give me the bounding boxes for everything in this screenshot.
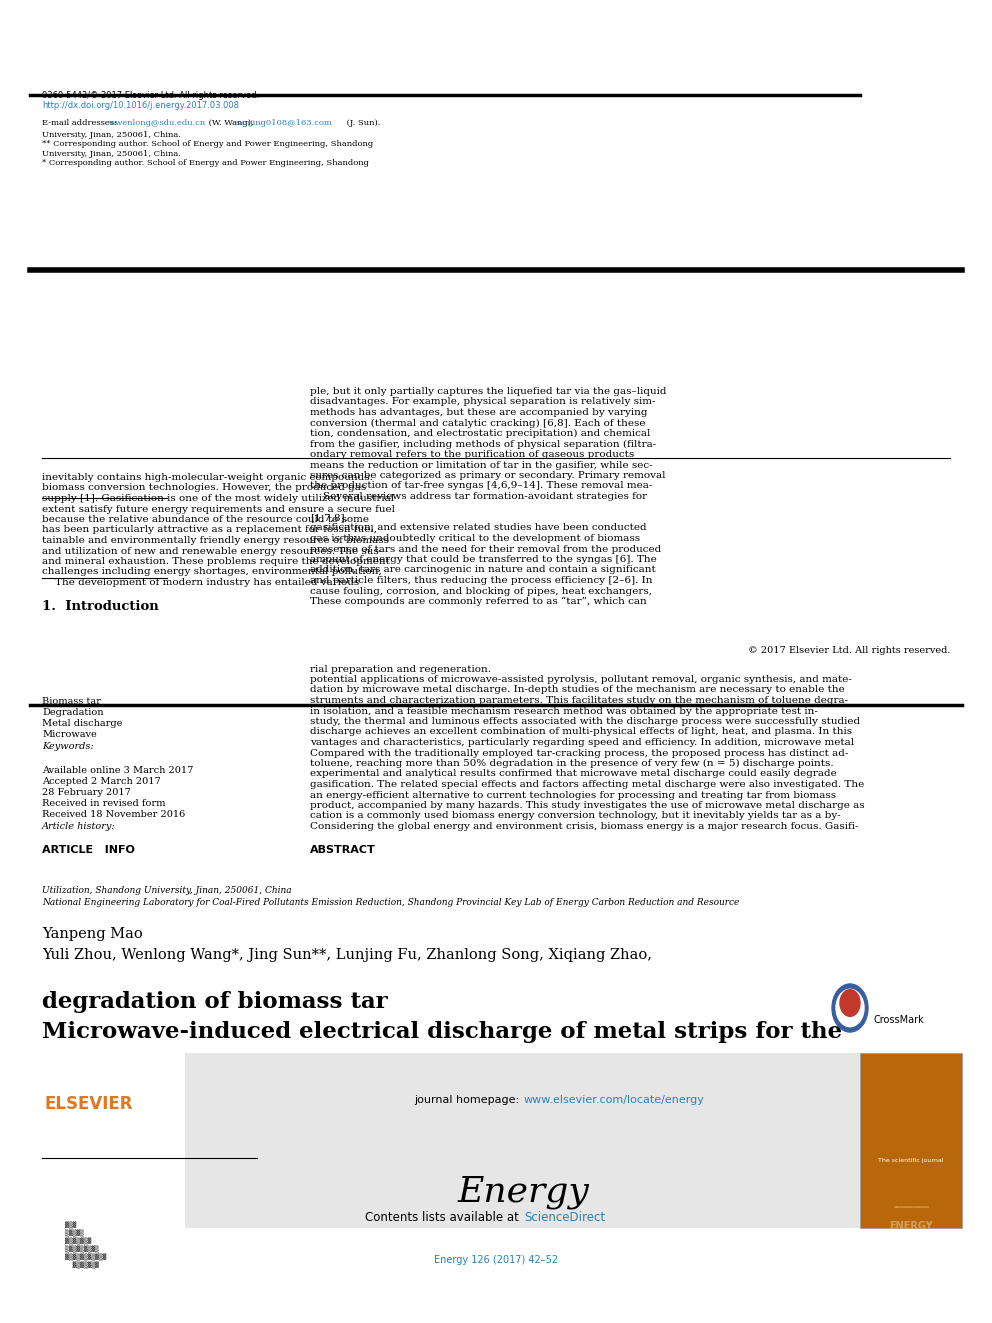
Text: presence of tars and the need for their removal from the produced: presence of tars and the need for their …: [310, 545, 662, 553]
Text: gasification, and extensive related studies have been conducted: gasification, and extensive related stud…: [310, 524, 647, 532]
Text: vantages and characteristics, particularly regarding speed and efficiency. In ad: vantages and characteristics, particular…: [310, 738, 854, 747]
Text: 28 February 2017: 28 February 2017: [42, 789, 131, 796]
Text: and utilization of new and renewable energy resources. The sus-: and utilization of new and renewable ene…: [42, 546, 382, 556]
Text: supply [1]. Gasification is one of the most widely utilized industrial: supply [1]. Gasification is one of the m…: [42, 493, 394, 503]
Circle shape: [836, 990, 864, 1027]
Text: www.elsevier.com/locate/energy: www.elsevier.com/locate/energy: [524, 1095, 705, 1105]
Text: and particle filters, thus reducing the process efficiency [2–6]. In: and particle filters, thus reducing the …: [310, 576, 653, 585]
Text: Biomass tar: Biomass tar: [42, 697, 101, 706]
Text: struments and characterization parameters. This facilitates study on the mechani: struments and characterization parameter…: [310, 696, 848, 705]
Text: E-mail addresses:: E-mail addresses:: [42, 119, 119, 127]
Text: © 2017 Elsevier Ltd. All rights reserved.: © 2017 Elsevier Ltd. All rights reserved…: [748, 646, 950, 655]
Bar: [30, 1053, 860, 1228]
Text: because the relative abundance of the resource could to some: because the relative abundance of the re…: [42, 515, 369, 524]
Text: ═══════════: ═══════════: [893, 1205, 929, 1211]
Text: Yuli Zhou, Wenlong Wang*, Jing Sun**, Lunjing Fu, Zhanlong Song, Xiqiang Zhao,: Yuli Zhou, Wenlong Wang*, Jing Sun**, Lu…: [42, 949, 652, 962]
Text: Considering the global energy and environment crisis, biomass energy is a major : Considering the global energy and enviro…: [310, 822, 858, 831]
Text: http://dx.doi.org/10.1016/j.energy.2017.03.008: http://dx.doi.org/10.1016/j.energy.2017.…: [42, 101, 239, 110]
Text: discharge achieves an excellent combination of multi-physical effects of light, : discharge achieves an excellent combinat…: [310, 728, 852, 737]
Text: ▓▒▓
▒▓▒▓▒
▓▒▓▒▓▒▓
▒▓▒▓▒▓▒▓▒
▓▒▓▒▓▒▓▒▓▒▓
  ▓▒▓▒▓▒▓: ▓▒▓ ▒▓▒▓▒ ▓▒▓▒▓▒▓ ▒▓▒▓▒▓▒▓▒ ▓▒▓▒▓▒▓▒▓▒▓ …: [65, 1221, 106, 1269]
Text: University, Jinan, 250061, China.: University, Jinan, 250061, China.: [42, 131, 181, 139]
Text: 1.  Introduction: 1. Introduction: [42, 601, 159, 613]
Text: University, Jinan, 250061, China.: University, Jinan, 250061, China.: [42, 149, 181, 157]
Text: Compared with the traditionally employed tar-cracking process, the proposed proc: Compared with the traditionally employed…: [310, 749, 848, 758]
Text: disadvantages. For example, physical separation is relatively sim-: disadvantages. For example, physical sep…: [310, 397, 656, 406]
Text: Keywords:: Keywords:: [42, 742, 93, 751]
Text: gasification. The related special effects and factors affecting metal discharge : gasification. The related special effect…: [310, 781, 864, 789]
Text: means the reduction or limitation of tar in the gasifier, while sec-: means the reduction or limitation of tar…: [310, 460, 653, 470]
Text: Microwave: Microwave: [42, 730, 97, 740]
Circle shape: [832, 984, 868, 1032]
Text: Degradation: Degradation: [42, 708, 103, 717]
Text: challenges including energy shortages, environmental pollution,: challenges including energy shortages, e…: [42, 568, 382, 577]
Text: Energy 126 (2017) 42–52: Energy 126 (2017) 42–52: [434, 1256, 558, 1265]
Text: and mineral exhaustion. These problems require the development: and mineral exhaustion. These problems r…: [42, 557, 390, 566]
Text: potential applications of microwave-assisted pyrolysis, pollutant removal, organ: potential applications of microwave-assi…: [310, 675, 852, 684]
Text: CrossMark: CrossMark: [873, 1015, 924, 1025]
Text: The development of modern industry has entailed various: The development of modern industry has e…: [42, 578, 359, 587]
Text: methods has advantages, but these are accompanied by varying: methods has advantages, but these are ac…: [310, 407, 648, 417]
Text: ENERGY: ENERGY: [889, 1221, 932, 1230]
Text: the production of tar-free syngas [4,6,9–14]. These removal mea-: the production of tar-free syngas [4,6,9…: [310, 482, 653, 491]
Text: [1,7,8].: [1,7,8].: [310, 513, 348, 523]
Text: dation by microwave metal discharge. In-depth studies of the mechanism are neces: dation by microwave metal discharge. In-…: [310, 685, 845, 695]
Text: Several reviews address tar formation-avoidant strategies for: Several reviews address tar formation-av…: [310, 492, 647, 501]
Text: Received in revised form: Received in revised form: [42, 799, 166, 808]
Text: product, accompanied by many hazards. This study investigates the use of microwa: product, accompanied by many hazards. Th…: [310, 800, 865, 810]
Text: addition, tars are carcinogenic in nature and contain a significant: addition, tars are carcinogenic in natur…: [310, 565, 656, 574]
Text: tainable and environmentally friendly energy resource of biomass: tainable and environmentally friendly en…: [42, 536, 389, 545]
Text: experimental and analytical results confirmed that microwave metal discharge cou: experimental and analytical results conf…: [310, 770, 836, 778]
Text: (J. Sun).: (J. Sun).: [344, 119, 380, 127]
Text: ARTICLE   INFO: ARTICLE INFO: [42, 845, 135, 855]
Text: (W. Wang),: (W. Wang),: [206, 119, 256, 127]
Bar: [860, 1053, 962, 1228]
Text: an energy-efficient alternative to current technologies for processing and treat: an energy-efficient alternative to curre…: [310, 791, 836, 799]
Text: Energy: Energy: [457, 1175, 589, 1209]
Text: rial preparation and regeneration.: rial preparation and regeneration.: [310, 664, 491, 673]
Text: Received 18 November 2016: Received 18 November 2016: [42, 810, 186, 819]
Text: has been particularly attractive as a replacement for fossil fuel,: has been particularly attractive as a re…: [42, 525, 377, 534]
Text: cation is a commonly used biomass energy conversion technology, but it inevitabl: cation is a commonly used biomass energy…: [310, 811, 841, 820]
Text: extent satisfy future energy requirements and ensure a secure fuel: extent satisfy future energy requirement…: [42, 504, 395, 513]
Bar: [30, 1053, 185, 1228]
Text: wwenlong@sdu.edu.cn: wwenlong@sdu.edu.cn: [109, 119, 206, 127]
Text: amount of energy that could be transferred to the syngas [6]. The: amount of energy that could be transferr…: [310, 556, 657, 564]
Text: ** Corresponding author. School of Energy and Power Engineering, Shandong: ** Corresponding author. School of Energ…: [42, 140, 373, 148]
Text: ple, but it only partially captures the liquefied tar via the gas–liquid: ple, but it only partially captures the …: [310, 388, 667, 396]
Text: Utilization, Shandong University, Jinan, 250061, China: Utilization, Shandong University, Jinan,…: [42, 886, 292, 894]
Text: gas is thus undoubtedly critical to the development of biomass: gas is thus undoubtedly critical to the …: [310, 534, 640, 542]
Text: toluene, reaching more than 50% degradation in the presence of very few (n = 5) : toluene, reaching more than 50% degradat…: [310, 759, 833, 769]
Text: in isolation, and a feasible mechanism research method was obtained by the appro: in isolation, and a feasible mechanism r…: [310, 706, 817, 716]
Text: Metal discharge: Metal discharge: [42, 718, 122, 728]
Text: * Corresponding author. School of Energy and Power Engineering, Shandong: * Corresponding author. School of Energy…: [42, 159, 369, 167]
Text: Yanpeng Mao: Yanpeng Mao: [42, 927, 143, 941]
Text: tion, condensation, and electrostatic precipitation) and chemical: tion, condensation, and electrostatic pr…: [310, 429, 651, 438]
Circle shape: [840, 990, 860, 1016]
Text: conversion (thermal and catalytic cracking) [6,8]. Each of these: conversion (thermal and catalytic cracki…: [310, 418, 646, 427]
Text: study, the thermal and luminous effects associated with the discharge process we: study, the thermal and luminous effects …: [310, 717, 860, 726]
Text: Contents lists available at: Contents lists available at: [365, 1211, 523, 1224]
Text: National Engineering Laboratory for Coal-Fired Pollutants Emission Reduction, Sh: National Engineering Laboratory for Coal…: [42, 898, 739, 908]
Text: Microwave-induced electrical discharge of metal strips for the: Microwave-induced electrical discharge o…: [42, 1021, 842, 1043]
Text: The scientific journal: The scientific journal: [878, 1158, 943, 1163]
Text: sures can be categorized as primary or secondary. Primary removal: sures can be categorized as primary or s…: [310, 471, 666, 480]
Text: Article history:: Article history:: [42, 822, 116, 831]
Bar: [185, 1053, 860, 1228]
Text: ELSEVIER: ELSEVIER: [45, 1095, 134, 1113]
Text: sunjing0108@163.com: sunjing0108@163.com: [236, 119, 332, 127]
Text: Available online 3 March 2017: Available online 3 March 2017: [42, 766, 193, 775]
Text: cause fouling, corrosion, and blocking of pipes, heat exchangers,: cause fouling, corrosion, and blocking o…: [310, 586, 652, 595]
Text: biomass conversion technologies. However, the produced gas: biomass conversion technologies. However…: [42, 483, 366, 492]
Text: These compounds are commonly referred to as “tar”, which can: These compounds are commonly referred to…: [310, 597, 647, 606]
Text: degradation of biomass tar: degradation of biomass tar: [42, 991, 388, 1013]
Text: inevitably contains high-molecular-weight organic compounds.: inevitably contains high-molecular-weigh…: [42, 474, 373, 482]
Text: ondary removal refers to the purification of gaseous products: ondary removal refers to the purificatio…: [310, 450, 634, 459]
Text: journal homepage:: journal homepage:: [415, 1095, 523, 1105]
Text: from the gasifier, including methods of physical separation (filtra-: from the gasifier, including methods of …: [310, 439, 657, 448]
Text: ScienceDirect: ScienceDirect: [524, 1211, 605, 1224]
Text: Accepted 2 March 2017: Accepted 2 March 2017: [42, 777, 161, 786]
Text: 0360-5442/© 2017 Elsevier Ltd. All rights reserved.: 0360-5442/© 2017 Elsevier Ltd. All right…: [42, 91, 259, 101]
Text: ABSTRACT: ABSTRACT: [310, 845, 376, 855]
